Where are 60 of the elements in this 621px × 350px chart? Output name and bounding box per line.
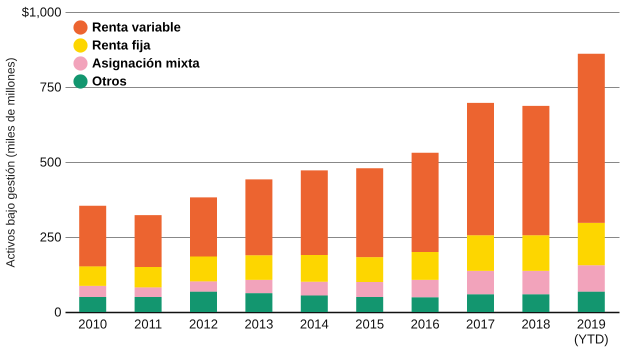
legend-label: Asignación mixta <box>92 56 200 70</box>
x-tick-label: 2016 <box>410 316 440 332</box>
bar <box>356 168 384 258</box>
bar <box>134 267 162 288</box>
bar <box>79 286 106 297</box>
bar <box>522 270 550 294</box>
x-tick-label: 2011 <box>134 316 162 332</box>
bar <box>79 266 106 286</box>
bar <box>522 106 550 236</box>
bar <box>134 297 162 312</box>
x-tick-label: 2014 <box>300 316 329 332</box>
x-tick-label: 2019 (YTD) <box>574 316 609 346</box>
bar <box>522 294 550 312</box>
bar <box>245 280 272 294</box>
bar <box>412 252 439 280</box>
x-tick-label: 2017 <box>466 316 495 332</box>
bar <box>578 222 605 266</box>
bar <box>467 270 494 294</box>
x-tick-label: 2015 <box>355 316 384 332</box>
bar <box>190 281 217 292</box>
bar <box>79 297 106 312</box>
bar <box>245 293 272 312</box>
bar <box>578 54 605 223</box>
bar <box>467 294 494 312</box>
bar <box>134 215 162 267</box>
legend-label: Otros <box>92 74 127 88</box>
bar <box>467 102 494 236</box>
bar <box>412 297 439 312</box>
bar <box>190 256 217 282</box>
x-tick-label: 2018 <box>521 316 550 332</box>
x-tick-label: 2013 <box>244 316 274 332</box>
y-tick-label: 250 <box>40 230 62 244</box>
y-axis-title: Activos bajo gestión (miles de millones) <box>4 57 18 268</box>
bar <box>300 296 328 312</box>
y-tick-label: $1,000 <box>22 4 62 20</box>
bar <box>467 235 494 271</box>
bar <box>190 292 217 312</box>
bar <box>356 282 384 297</box>
bar <box>190 197 217 256</box>
bar <box>412 280 439 298</box>
bar <box>578 265 605 292</box>
x-tick-label: 2010 <box>78 316 108 332</box>
legend-label: Renta variable <box>92 20 181 34</box>
bar <box>300 282 328 296</box>
bar <box>412 152 439 252</box>
bar <box>522 235 550 271</box>
bar <box>134 287 162 297</box>
x-tick-label: 2012 <box>189 316 218 332</box>
bar <box>245 179 272 256</box>
bar <box>79 206 106 266</box>
y-tick-label: 500 <box>40 154 62 170</box>
bar <box>300 255 328 282</box>
bar <box>245 255 272 280</box>
legend-label: Renta fija <box>92 38 152 52</box>
y-tick-label: 0 <box>54 304 62 320</box>
y-tick-label: 750 <box>40 80 62 94</box>
bar <box>578 292 605 312</box>
bar <box>300 170 328 255</box>
bar <box>356 257 384 282</box>
bar <box>356 297 384 312</box>
